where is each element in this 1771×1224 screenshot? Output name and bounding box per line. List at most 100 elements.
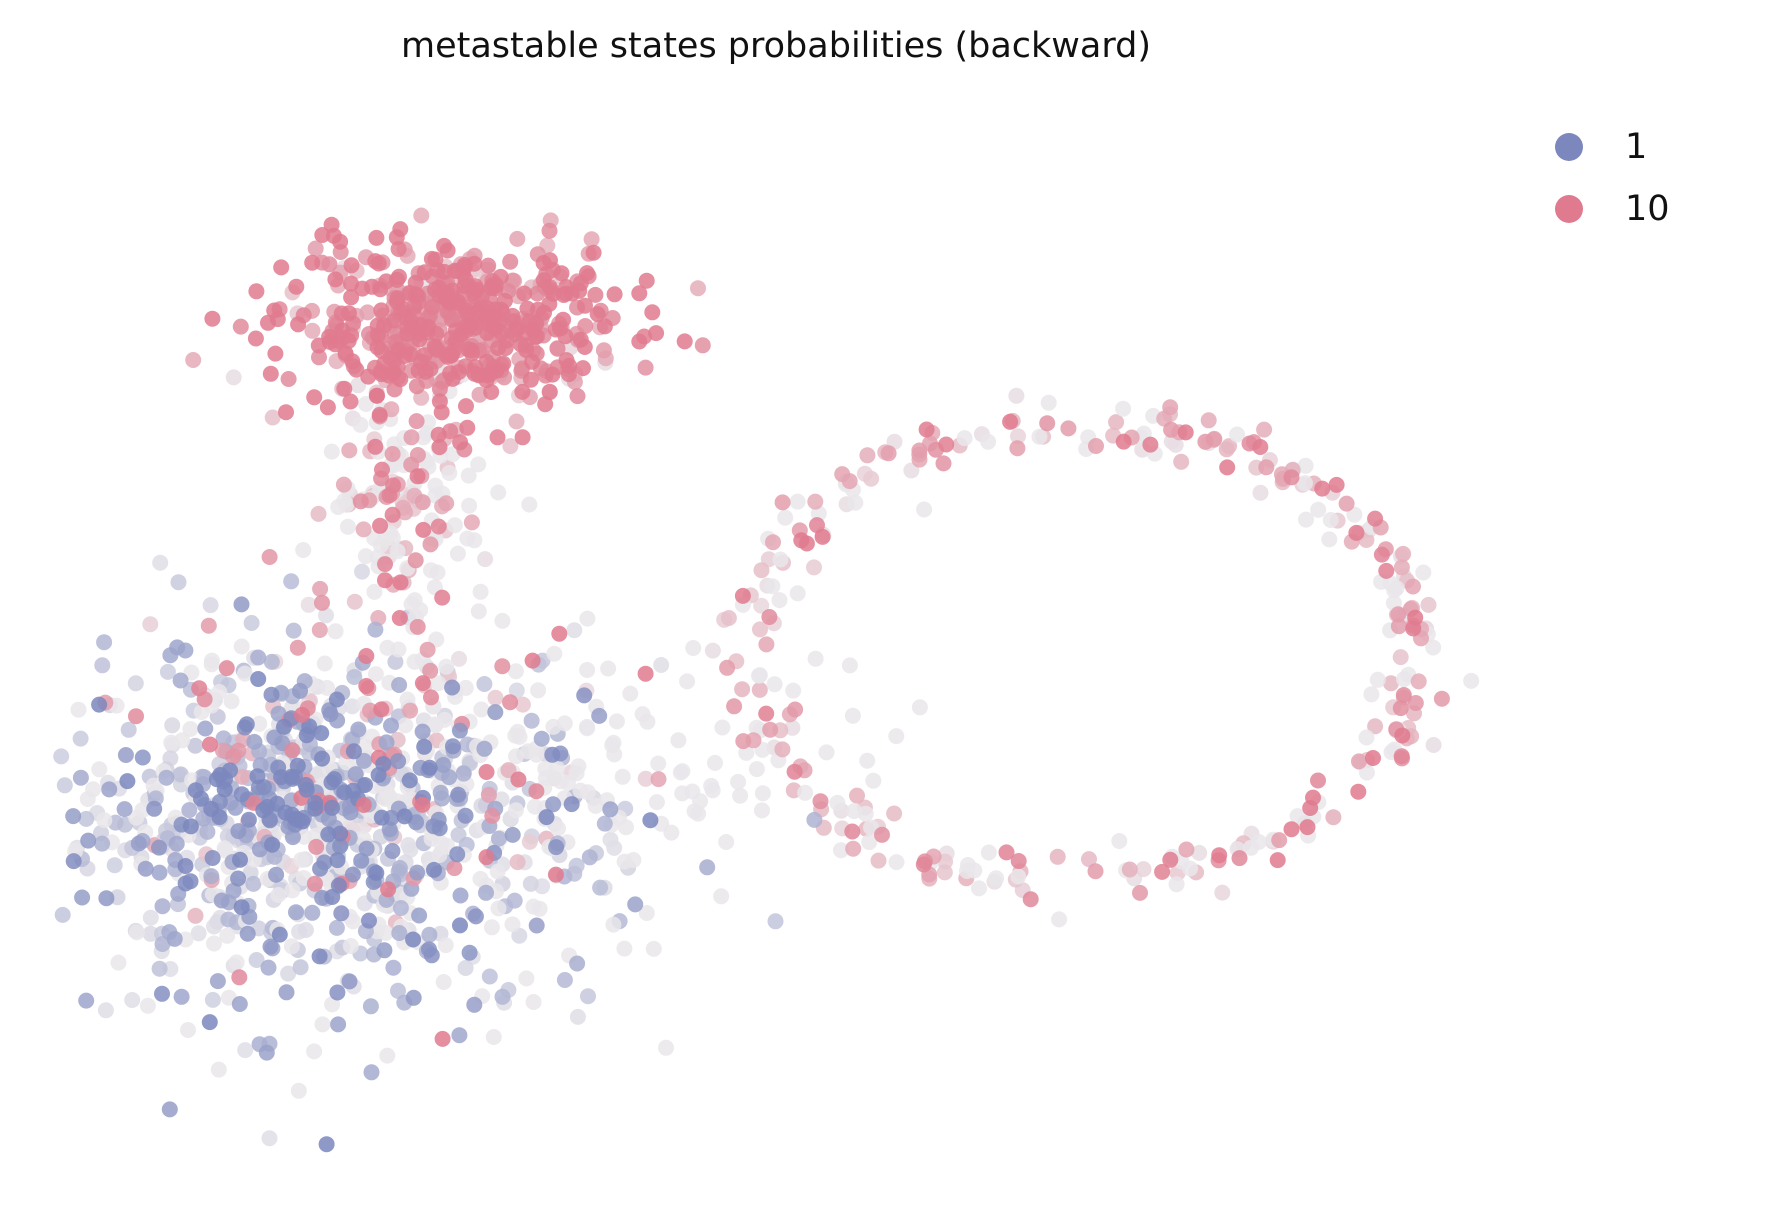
scatter-point-10 (373, 701, 390, 718)
scatter-point-background (489, 863, 506, 880)
scatter-point-1 (142, 909, 159, 926)
scatter-point-1 (545, 796, 562, 813)
scatter-point-1 (457, 960, 474, 976)
scatter-point-10 (1350, 783, 1367, 800)
scatter-point-background (530, 682, 547, 699)
scatter-point-background (460, 467, 477, 484)
scatter-point-1 (361, 912, 377, 929)
scatter-point-background (470, 603, 487, 620)
scatter-point-10 (631, 333, 648, 350)
scatter-point-10 (355, 521, 372, 538)
scatter-point-1 (401, 772, 418, 789)
scatter-point-10 (1115, 433, 1132, 450)
scatter-point-10 (464, 298, 481, 315)
scatter-point-10 (631, 285, 648, 302)
scatter-point-1 (98, 890, 115, 907)
scatter-point-background (377, 791, 394, 807)
scatter-point-1 (409, 864, 426, 881)
scatter-point-10 (1367, 718, 1384, 735)
scatter-point-background (704, 782, 721, 799)
scatter-point-1 (318, 607, 334, 624)
scatter-point-1 (251, 841, 268, 858)
scatter-point-1 (212, 767, 229, 783)
scatter-point-background (764, 578, 781, 595)
scatter-point-10 (380, 881, 397, 898)
scatter-point-1 (523, 712, 540, 729)
scatter-point-10 (644, 304, 661, 321)
scatter-point-1 (260, 959, 277, 976)
scatter-point-10 (1135, 861, 1152, 878)
scatter-point-10 (355, 797, 372, 813)
scatter-point-10 (551, 625, 568, 642)
scatter-point-background (537, 760, 554, 777)
scatter-point-10 (306, 875, 323, 892)
scatter-point-background (1298, 511, 1314, 528)
scatter-point-background (494, 612, 511, 629)
scatter-point-1 (563, 796, 580, 813)
scatter-point-10 (1211, 847, 1228, 864)
scatter-point-10 (870, 852, 887, 869)
scatter-point-1 (329, 852, 346, 869)
scatter-point-10 (367, 438, 384, 455)
scatter-point-1 (653, 657, 670, 673)
scatter-point-1 (151, 864, 168, 881)
scatter-point-10 (248, 283, 265, 300)
scatter-point-background (605, 734, 622, 751)
scatter-point-10 (1299, 819, 1316, 836)
scatter-point-10 (1393, 748, 1410, 765)
scatter-point-10 (402, 702, 419, 719)
scatter-point-1 (538, 809, 555, 826)
scatter-point-1 (248, 952, 265, 968)
scatter-point-1 (268, 866, 285, 883)
scatter-point-10 (1178, 841, 1195, 858)
scatter-point-1 (508, 682, 525, 699)
scatter-point-background (718, 834, 735, 850)
legend-label-1: 1 (1625, 127, 1648, 167)
scatter-point-background (785, 682, 802, 699)
scatter-point-background (639, 713, 656, 730)
scatter-point-background (316, 655, 333, 672)
scatter-point-1 (134, 749, 151, 766)
scatter-point-1 (318, 1136, 335, 1153)
scatter-point-background (314, 1016, 331, 1033)
scatter-point-background (550, 820, 566, 837)
scatter-point-10 (915, 856, 932, 873)
scatter-point-background (284, 882, 301, 899)
scatter-point-10 (575, 360, 591, 377)
scatter-point-10 (638, 272, 655, 289)
scatter-point-1 (528, 917, 545, 934)
scatter-point-1 (358, 840, 375, 857)
scatter-point-background (833, 842, 849, 859)
scatter-point-background (888, 728, 905, 745)
scatter-point-background (846, 803, 863, 820)
scatter-point-10 (502, 438, 519, 455)
scatter-point-10 (1367, 510, 1384, 527)
scatter-point-background (748, 719, 765, 736)
scatter-point-background (473, 701, 490, 718)
scatter-point-1 (220, 911, 237, 928)
scatter-point-background (587, 797, 604, 814)
scatter-point-1 (699, 859, 716, 876)
scatter-point-background (622, 685, 639, 702)
scatter-point-background (435, 974, 452, 990)
scatter-point-background (507, 663, 524, 680)
scatter-point-1 (504, 826, 521, 843)
scatter-point-1 (580, 988, 596, 1005)
scatter-point-10 (637, 770, 654, 787)
scatter-point-background (616, 940, 633, 957)
scatter-point-10 (1108, 414, 1125, 431)
scatter-point-1 (602, 801, 619, 818)
scatter-point-1 (172, 672, 189, 689)
scatter-point-1 (213, 892, 230, 909)
scatter-point-1 (387, 653, 404, 670)
scatter-point-10 (494, 658, 511, 675)
scatter-point-10 (1310, 772, 1326, 789)
scatter-point-1 (344, 866, 361, 883)
scatter-point-1 (330, 877, 347, 894)
scatter-point-10 (1060, 420, 1077, 437)
scatter-point-1 (421, 759, 438, 776)
scatter-point-1 (451, 722, 468, 739)
scatter-point-10 (187, 907, 204, 924)
scatter-point-background (670, 732, 687, 749)
scatter-point-10 (1191, 844, 1208, 861)
